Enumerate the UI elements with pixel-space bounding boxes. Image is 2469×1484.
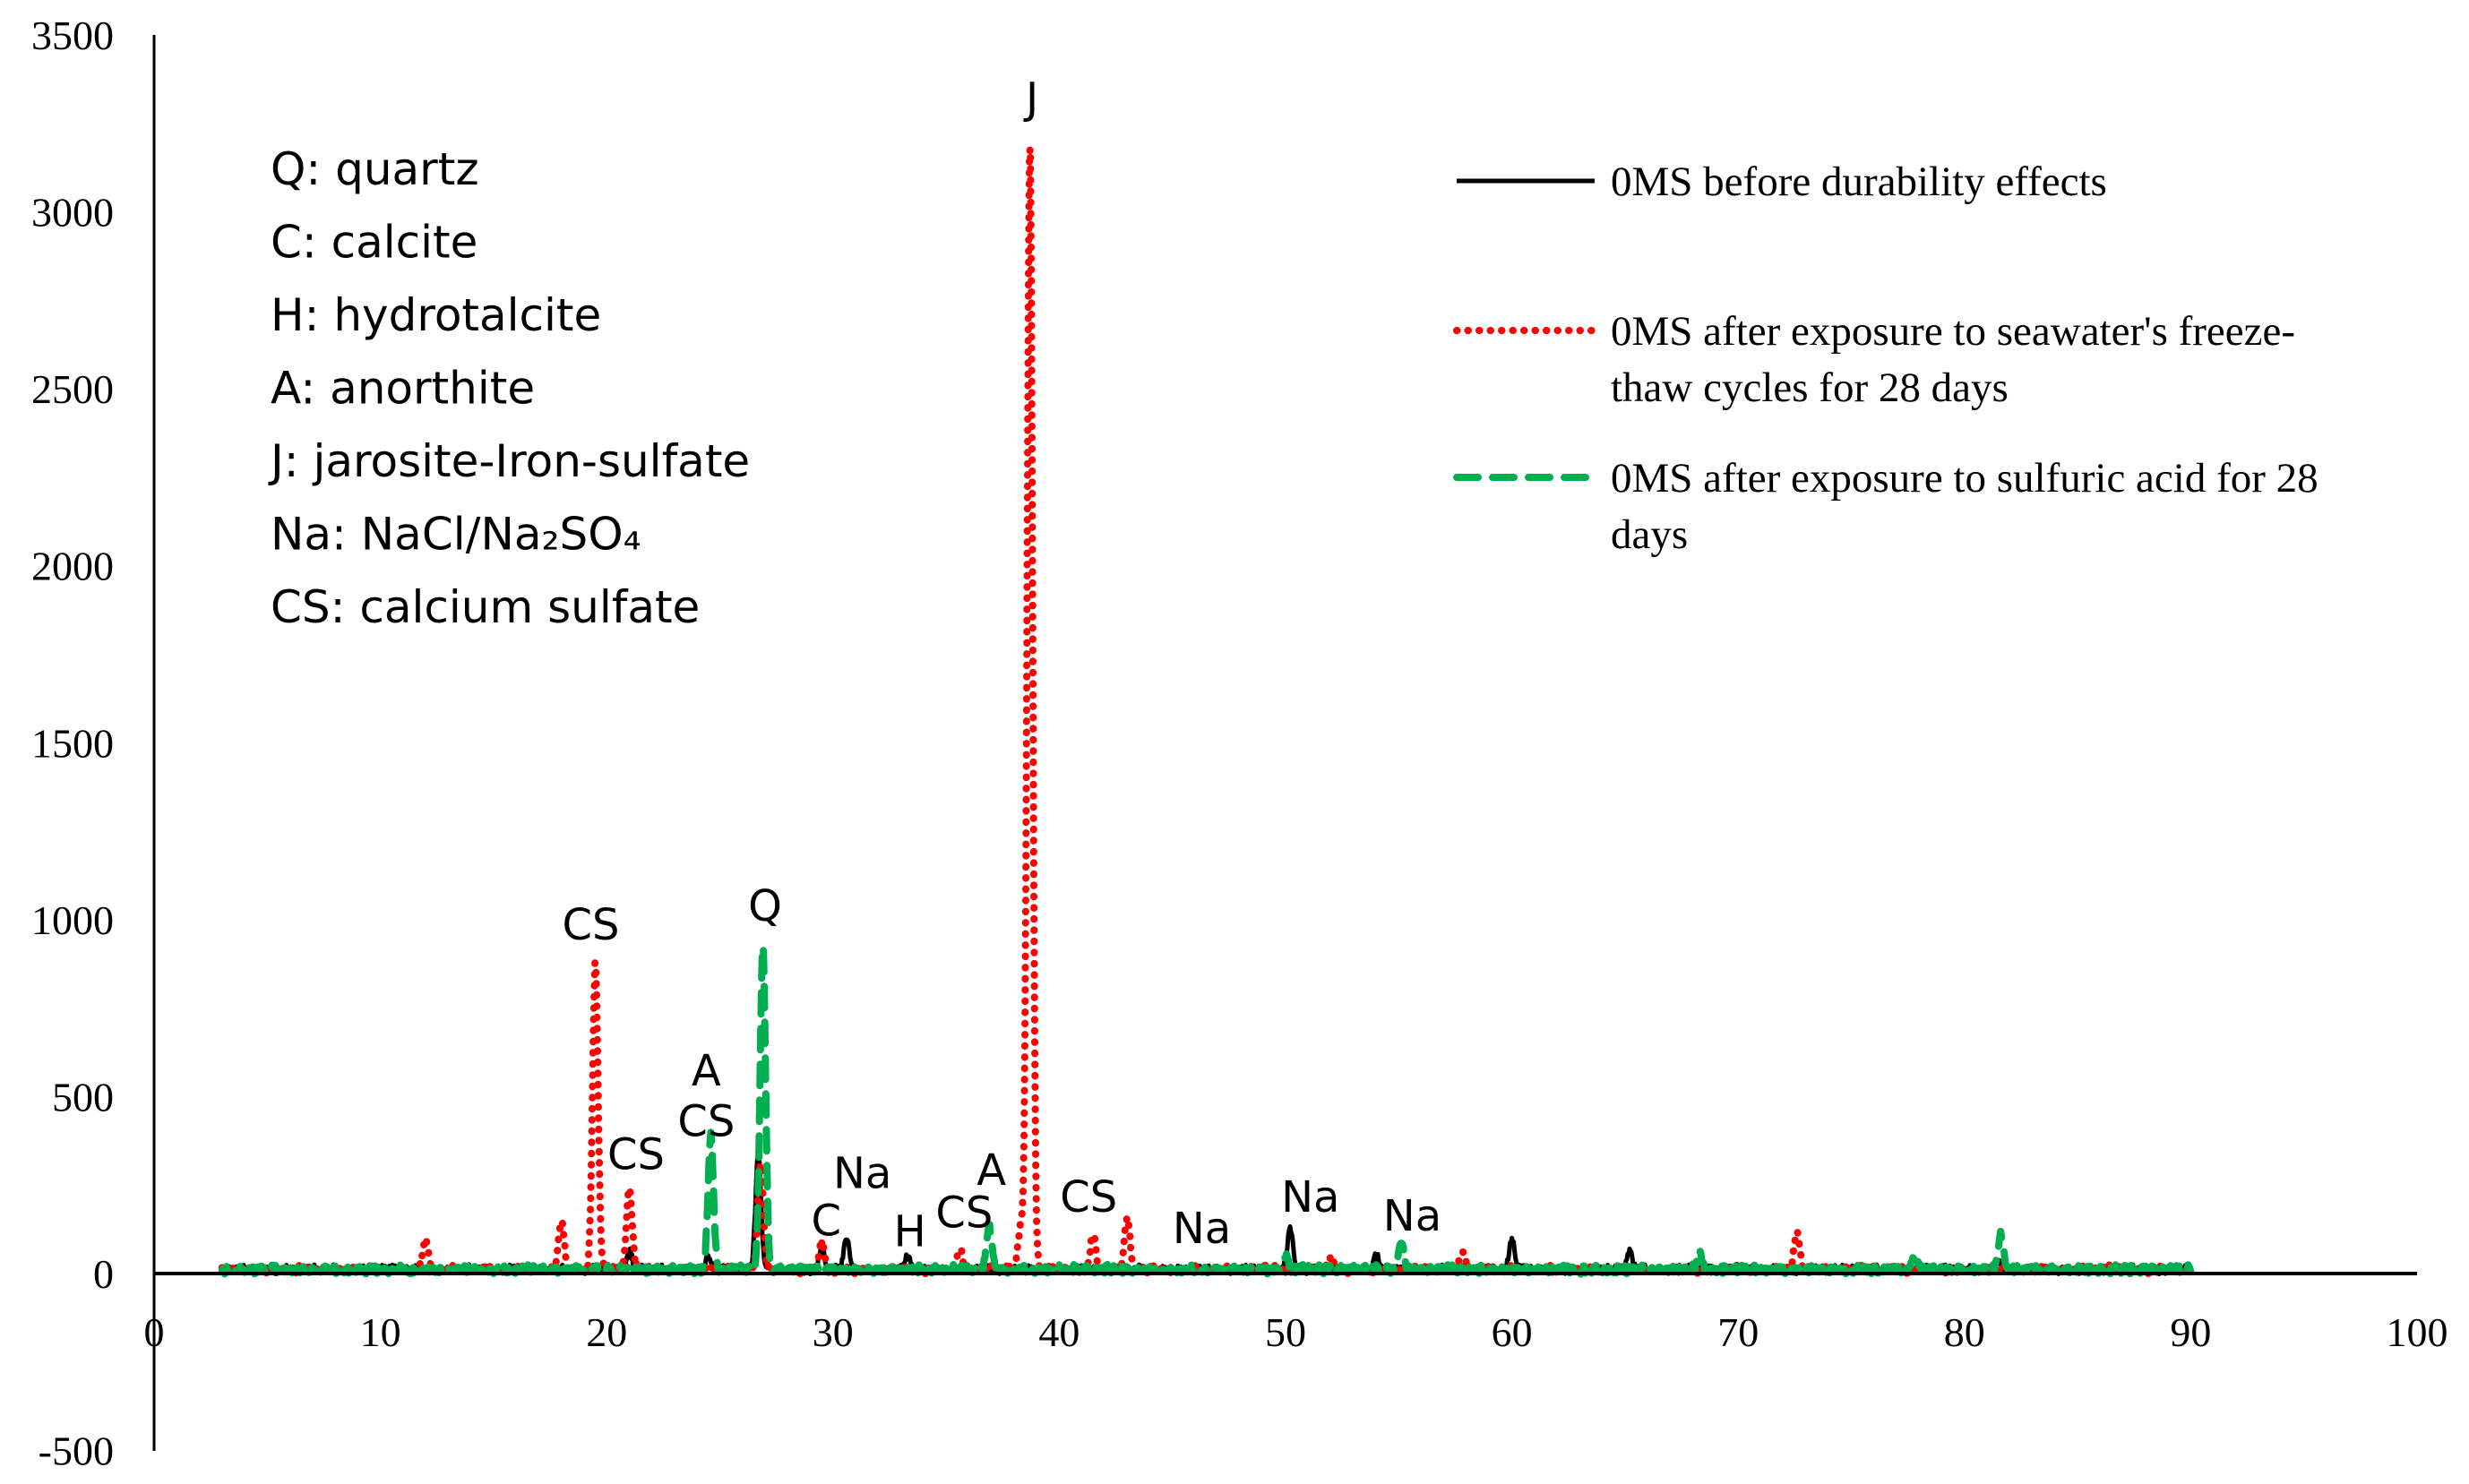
phase-key: Q: quartz C: calcite H: hydrotalcite A: ano… [268,143,750,633]
y-tick-label: 2500 [31,366,114,412]
phase-key-item: A: anorthite [271,363,535,415]
peak-label: CS [563,900,620,950]
phase-key-item: CS: calcium sulfate [271,581,700,633]
y-tick-label: 500 [52,1074,114,1119]
y-tick-label: 0 [93,1251,114,1297]
phase-key-item: Na: NaCl/Na₂SO₄ [271,509,641,561]
x-tick-labels: 0 10 20 30 40 50 60 70 80 90 100 [144,1309,2448,1355]
peak-label: A [976,1145,1006,1196]
peak-label: CS [607,1129,665,1179]
phase-key-item: H: hydrotalcite [271,289,601,341]
phase-key-item: Q: quartz [271,143,479,195]
legend: 0MS before durability effects 0MS after e… [1453,159,2318,558]
y-tick-labels: -500 0 500 1000 1500 2000 2500 3000 3500 [31,13,114,1474]
phase-key-item: J: jarosite-Iron-sulfate [268,435,750,487]
x-tick-label: 0 [144,1309,165,1355]
peak-label: H [894,1207,926,1257]
x-tick-label: 70 [1717,1309,1759,1355]
x-tick-label: 20 [586,1309,627,1355]
peak-label: Na [1173,1204,1231,1254]
y-tick-label: 3500 [31,13,114,58]
peak-label: Na [1281,1172,1339,1222]
phase-key-item: C: calcite [271,217,477,269]
y-tick-label: 1000 [31,897,114,943]
y-tick-label: -500 [39,1428,114,1474]
peak-label: Q [748,881,782,931]
x-tick-label: 100 [2387,1309,2448,1355]
peak-label: CS [935,1188,993,1239]
x-tick-label: 30 [813,1309,854,1355]
peak-label: Na [1383,1191,1441,1241]
y-tick-label: 1500 [31,720,114,766]
peak-label: CS [1060,1172,1117,1222]
legend-label: 0MS after exposure to seawater's freeze- [1611,308,2295,355]
peak-label: J [1023,73,1038,124]
x-tick-label: 80 [1944,1309,1985,1355]
x-tick-label: 60 [1492,1309,1533,1355]
y-tick-label: 2000 [31,544,114,589]
legend-label: 0MS after exposure to sulfuric acid for … [1611,455,2318,502]
peak-label: Na [833,1148,891,1198]
legend-label: 0MS before durability effects [1611,159,2107,205]
peak-label: A [692,1046,721,1096]
peak-label: CS [677,1097,735,1147]
x-tick-label: 90 [2170,1309,2211,1355]
legend-label: days [1611,511,1688,558]
x-tick-label: 40 [1038,1309,1080,1355]
x-tick-label: 10 [360,1309,401,1355]
legend-label: thaw cycles for 28 days [1611,365,2009,411]
x-tick-label: 50 [1265,1309,1306,1355]
series-line-dashed [218,942,2195,1278]
peak-label: C [811,1196,841,1246]
y-tick-label: 3000 [31,190,114,236]
series-layer [218,144,2195,1278]
